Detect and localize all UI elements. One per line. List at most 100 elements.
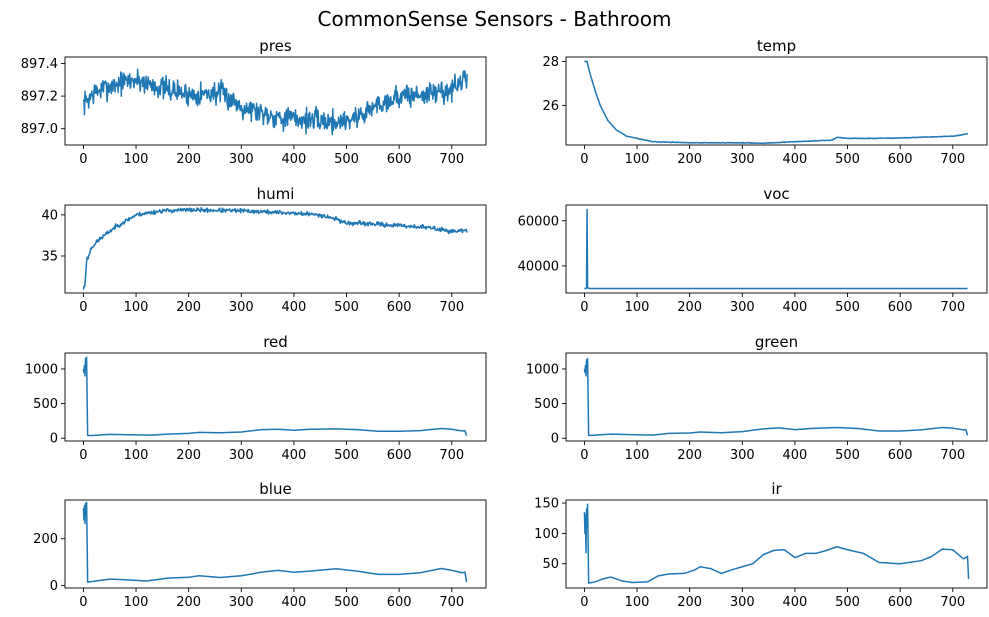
x-tick-label: 200 [677, 448, 702, 463]
axes-frame-humi [64, 204, 487, 294]
y-tick-label: 1000 [526, 362, 559, 377]
x-tick-label: 400 [282, 448, 307, 463]
x-tick-label: 700 [439, 448, 464, 463]
x-tick-label: 400 [783, 300, 808, 315]
x-tick-label: 300 [730, 300, 755, 315]
x-tick-label: 100 [124, 300, 149, 315]
x-tick-label: 700 [940, 448, 965, 463]
y-tick-label: 0 [50, 579, 58, 594]
axes-frame-temp [565, 56, 988, 146]
x-tick-label: 600 [888, 448, 913, 463]
panel-title-red: red [263, 333, 288, 351]
series-line-blue [82, 501, 468, 583]
panel-red: red 0 100 200 300 400 500 600 700 0 500 1000 [25, 333, 487, 463]
panel-ir: ir 0 100 200 300 400 500 600 700 50 100 150 [534, 480, 988, 610]
y-tick-label: 500 [33, 397, 58, 412]
series-line-voc [584, 208, 968, 290]
x-tick-label: 400 [783, 152, 808, 167]
x-tick-label: 200 [176, 595, 201, 610]
panel-title-temp: temp [757, 37, 796, 55]
x-tick-label: 600 [387, 152, 412, 167]
x-tick-label: 500 [835, 300, 860, 315]
series-line-red [82, 356, 468, 437]
y-tick-label: 500 [534, 397, 559, 412]
x-tick-label: 600 [387, 300, 412, 315]
x-tick-label: 500 [334, 152, 359, 167]
y-tick-label: 0 [551, 432, 559, 447]
x-tick-label: 700 [940, 595, 965, 610]
y-tick-label: 897.0 [21, 122, 58, 137]
x-tick-label: 100 [124, 595, 149, 610]
y-tick-label: 50 [542, 557, 559, 572]
panel-title-blue: blue [259, 480, 291, 498]
x-tick-label: 400 [783, 448, 808, 463]
y-tick-label: 28 [542, 55, 559, 70]
panel-voc: voc 0 100 200 300 400 500 600 700 40000 60000 [518, 185, 988, 315]
axes-frame-blue [64, 499, 487, 589]
x-tick-label: 500 [334, 595, 359, 610]
y-tick-label: 60000 [518, 214, 559, 229]
series-line-humi [82, 206, 468, 290]
y-tick-label: 26 [542, 99, 559, 114]
x-tick-label: 700 [940, 152, 965, 167]
x-tick-label: 600 [888, 595, 913, 610]
axes-frame-ir [565, 499, 988, 589]
x-tick-label: 100 [124, 152, 149, 167]
x-tick-label: 300 [229, 595, 254, 610]
series-line-ir [583, 503, 970, 584]
x-tick-label: 200 [176, 152, 201, 167]
x-tick-label: 600 [888, 152, 913, 167]
series-line-temp [584, 60, 969, 145]
x-tick-label: 100 [625, 448, 650, 463]
panel-humi: humi 0 100 200 300 400 500 600 700 35 40 [41, 185, 487, 315]
x-tick-label: 200 [176, 300, 201, 315]
x-tick-label: 300 [229, 152, 254, 167]
x-tick-label: 200 [677, 595, 702, 610]
y-tick-label: 150 [534, 497, 559, 512]
panel-title-green: green [755, 333, 798, 351]
x-tick-label: 0 [580, 595, 588, 610]
panel-title-humi: humi [257, 185, 295, 203]
x-tick-label: 300 [730, 152, 755, 167]
x-tick-label: 700 [439, 595, 464, 610]
y-tick-label: 897.4 [21, 57, 58, 72]
x-tick-label: 0 [580, 300, 588, 315]
axes-frame-green [565, 352, 988, 442]
x-tick-label: 700 [940, 300, 965, 315]
panel-title-pres: pres [259, 37, 292, 55]
panel-blue: blue 0 100 200 300 400 500 600 700 0 200 [33, 480, 487, 610]
axes-frame-red [64, 352, 487, 442]
x-tick-label: 600 [387, 448, 412, 463]
y-tick-label: 0 [50, 432, 58, 447]
x-tick-label: 300 [229, 448, 254, 463]
x-tick-label: 400 [282, 300, 307, 315]
x-tick-label: 300 [730, 595, 755, 610]
x-tick-label: 0 [79, 595, 87, 610]
panel-temp: temp 0 100 200 300 400 500 600 700 26 28 [542, 37, 988, 167]
x-tick-label: 400 [282, 595, 307, 610]
y-tick-label: 100 [534, 527, 559, 542]
x-tick-label: 600 [888, 300, 913, 315]
panel-title-voc: voc [763, 185, 789, 203]
panel-pres: pres 0 100 200 300 400 500 600 700 897.0 897.2 897.… [21, 37, 487, 167]
x-tick-label: 100 [625, 152, 650, 167]
x-tick-label: 0 [79, 300, 87, 315]
series-line-green [583, 357, 969, 437]
x-tick-label: 400 [783, 595, 808, 610]
x-tick-label: 300 [229, 300, 254, 315]
x-tick-label: 700 [439, 152, 464, 167]
panel-green: green 0 100 200 300 400 500 600 700 0 500 1000 [526, 333, 988, 463]
x-tick-label: 0 [79, 448, 87, 463]
x-tick-label: 500 [835, 448, 860, 463]
x-tick-label: 100 [625, 300, 650, 315]
x-tick-label: 400 [282, 152, 307, 167]
axes-frame-voc [565, 204, 988, 294]
x-tick-label: 700 [439, 300, 464, 315]
x-tick-label: 300 [730, 448, 755, 463]
x-tick-label: 0 [580, 448, 588, 463]
y-tick-label: 897.2 [21, 90, 58, 105]
y-tick-label: 200 [33, 532, 58, 547]
x-tick-label: 600 [387, 595, 412, 610]
x-tick-label: 200 [677, 152, 702, 167]
